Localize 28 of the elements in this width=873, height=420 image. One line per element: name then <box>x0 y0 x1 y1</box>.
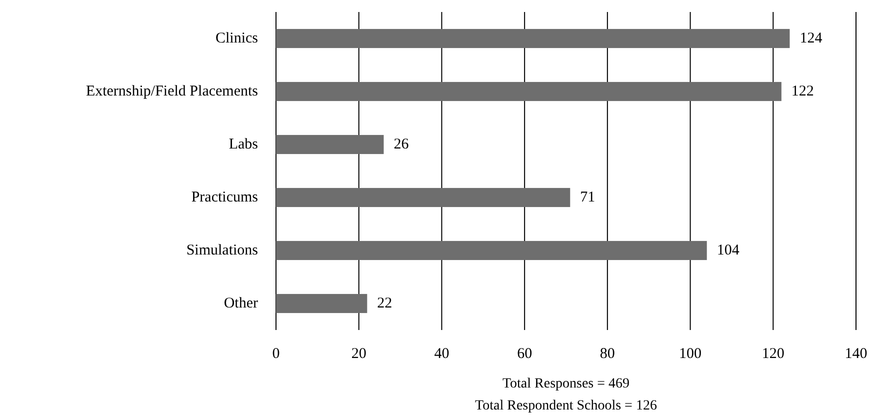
x-tick-label: 100 <box>679 346 702 362</box>
data-label: 22 <box>377 296 392 312</box>
x-tick-label: 120 <box>762 346 784 362</box>
x-tick-label: 40 <box>434 346 450 362</box>
y-tick-label: Clinics <box>215 30 258 46</box>
x-tick-label: 80 <box>600 346 615 362</box>
data-label: 71 <box>580 190 596 206</box>
y-tick-label: Practicums <box>191 190 258 206</box>
text: Total Responses = 469 <box>502 376 630 392</box>
bar <box>276 294 368 314</box>
bar <box>276 82 782 102</box>
bar <box>276 188 570 208</box>
text: Total Respondent Schools = 126 <box>475 398 657 414</box>
data-label: 104 <box>716 242 740 258</box>
y-tick-label: Simulations <box>186 242 258 258</box>
y-tick-label: Labs <box>228 136 258 152</box>
data-label: 122 <box>791 84 814 100</box>
y-tick-label: Other <box>224 296 258 312</box>
y-tick-label: Externship/Field Placements <box>86 84 258 100</box>
x-tick-label: 20 <box>351 346 366 362</box>
bar <box>276 240 707 260</box>
x-tick-label: 0 <box>272 346 280 362</box>
bar <box>276 28 790 48</box>
bar <box>276 134 384 154</box>
x-tick-label: 60 <box>517 346 532 362</box>
data-label: 26 <box>394 136 410 152</box>
data-label: 124 <box>800 30 823 46</box>
x-tick-label: 140 <box>844 346 868 362</box>
